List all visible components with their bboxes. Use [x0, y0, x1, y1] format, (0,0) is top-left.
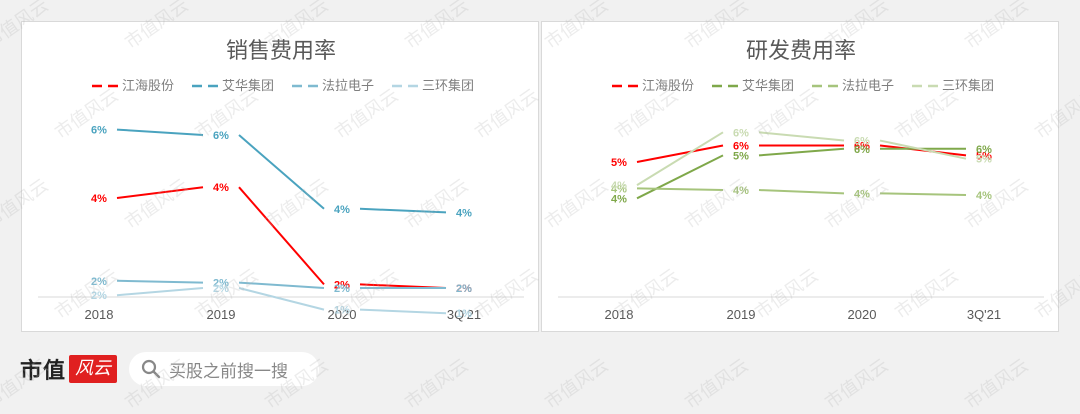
series-line: [116, 186, 204, 199]
data-label: 4%: [854, 188, 870, 200]
data-label: 6%: [976, 144, 992, 156]
legend-item: 艾华集团: [712, 78, 794, 94]
data-label: 4%: [611, 193, 627, 205]
svg-text:法拉电子: 法拉电子: [842, 79, 894, 94]
x-tick-label: 2020: [848, 307, 877, 322]
series-line: [359, 308, 447, 315]
data-label: 5%: [733, 150, 749, 162]
chart-title: 销售费用率: [226, 39, 336, 64]
data-label: 6%: [854, 141, 870, 153]
series-line: [238, 134, 325, 210]
legend-item: 艾华集团: [192, 78, 274, 94]
data-label: 6%: [733, 127, 749, 139]
brand-logo-badge: 风云: [69, 355, 118, 383]
data-label: 6%: [854, 144, 870, 156]
series-line: [636, 154, 724, 200]
series-line: [238, 281, 325, 289]
data-label: 2%: [334, 279, 350, 291]
data-label: 2%: [91, 276, 107, 288]
search-placeholder: 买股之前搜一搜: [169, 361, 289, 382]
data-label: 1%: [334, 305, 350, 317]
x-tick-label: 2019: [207, 307, 236, 322]
svg-text:艾华集团: 艾华集团: [222, 78, 274, 94]
data-label: 4%: [733, 185, 749, 197]
search-icon: [141, 359, 161, 379]
chart-title: 研发费用率: [746, 39, 856, 64]
data-label: 5%: [611, 157, 627, 169]
svg-text:江海股份: 江海股份: [122, 79, 174, 94]
svg-text:三环集团: 三环集团: [422, 78, 474, 94]
data-label: 6%: [213, 130, 229, 142]
series-line: [116, 287, 204, 297]
svg-text:三环集团: 三环集团: [942, 78, 994, 94]
x-tick-label: 2018: [605, 307, 634, 322]
footer-bar: 市值 风云 买股之前搜一搜: [20, 352, 320, 386]
data-label: 2%: [334, 283, 350, 295]
data-label: 4%: [611, 180, 627, 192]
svg-text:法拉电子: 法拉电子: [322, 79, 374, 94]
data-label: 2%: [213, 283, 229, 295]
svg-text:艾华集团: 艾华集团: [742, 78, 794, 94]
series-line: [758, 131, 845, 142]
legend-item: 江海股份: [92, 79, 174, 94]
series-line: [879, 139, 967, 160]
data-label: 4%: [456, 207, 472, 219]
series-line: [758, 189, 845, 195]
legend-item: 江海股份: [612, 79, 694, 94]
series-line: [636, 131, 724, 186]
data-label: 2%: [456, 283, 472, 295]
data-label: 4%: [976, 190, 992, 202]
x-tick-label: 2018: [85, 307, 114, 322]
data-label: 5%: [976, 154, 992, 166]
data-label: 2%: [213, 278, 229, 290]
data-label: 6%: [854, 136, 870, 148]
series-line: [116, 279, 204, 284]
x-tick-label: 2019: [727, 307, 756, 322]
series-line: [238, 186, 325, 286]
svg-text:江海股份: 江海股份: [642, 79, 694, 94]
data-label: 2%: [456, 283, 472, 295]
data-label: 6%: [91, 125, 107, 137]
data-label: 4%: [334, 204, 350, 216]
brand-logo-text: 市值: [20, 359, 67, 384]
data-label: 5%: [976, 150, 992, 162]
x-tick-label: 3Q'21: [447, 307, 481, 322]
legend-item: 三环集团: [912, 78, 994, 94]
series-line: [758, 147, 845, 157]
data-label: 4%: [213, 182, 229, 194]
x-tick-label: 2020: [328, 307, 357, 322]
series-line: [116, 128, 204, 136]
x-tick-label: 3Q'21: [967, 307, 1001, 322]
series-line: [359, 207, 447, 214]
data-label: 4%: [611, 183, 627, 195]
data-label: 4%: [91, 193, 107, 205]
series-line: [636, 144, 724, 163]
series-line: [636, 187, 724, 192]
data-label: 2%: [91, 290, 107, 302]
sales-expense-chart: 销售费用率江海股份 艾华集团 法拉电子 三环集团 2018 2019 2020 3Q'21 4%…: [21, 21, 539, 332]
data-label: 1%: [456, 308, 472, 320]
legend-item: 法拉电子: [812, 79, 894, 94]
series-line: [879, 192, 967, 196]
series-line: [238, 287, 325, 311]
data-label: 6%: [733, 141, 749, 153]
search-box[interactable]: 买股之前搜一搜: [129, 352, 320, 386]
legend-item: 法拉电子: [292, 79, 374, 94]
legend-item: 三环集团: [392, 78, 474, 94]
rd-expense-chart: 研发费用率江海股份 艾华集团 法拉电子 三环集团 2018 2019 2020 3Q'21 5%…: [541, 21, 1059, 332]
